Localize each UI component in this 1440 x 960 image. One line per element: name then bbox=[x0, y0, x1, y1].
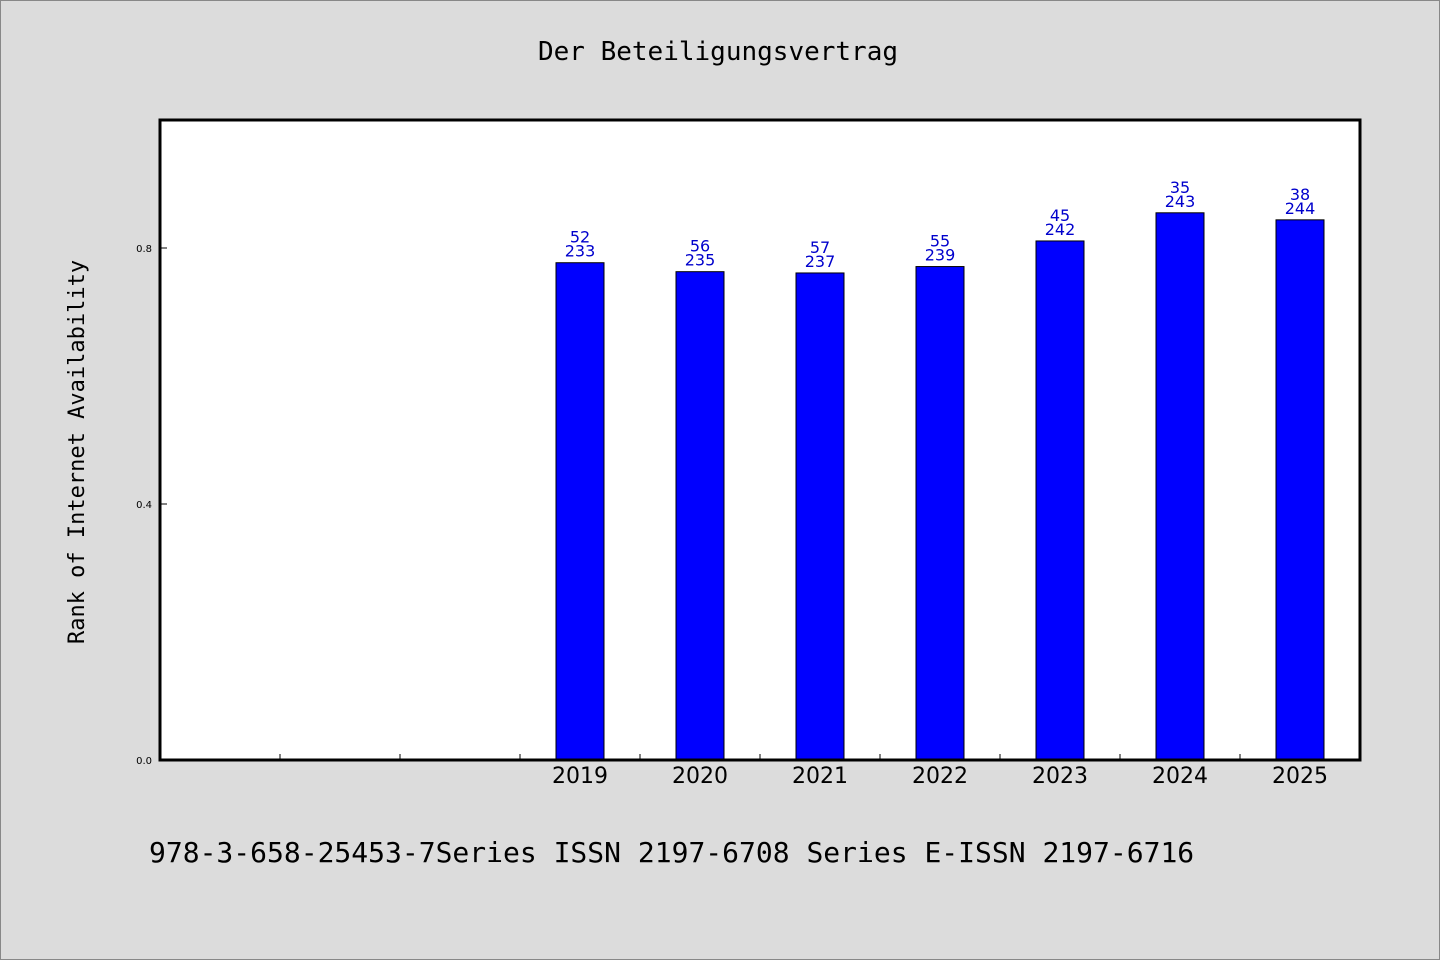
data-label-top: 55 bbox=[930, 232, 950, 251]
y-axis-label: Rank of Internet Availability bbox=[65, 260, 90, 644]
footer-text: 978-3-658-25453-7Series ISSN 2197-6708 S… bbox=[149, 836, 1194, 869]
bar bbox=[675, 271, 725, 761]
bar bbox=[555, 262, 605, 761]
data-label-top: 57 bbox=[810, 238, 830, 257]
y-tick-label: 0.0 bbox=[136, 756, 152, 767]
data-label-bottom: 243 bbox=[1165, 192, 1196, 211]
y-tick-label: 0.8 bbox=[136, 244, 152, 255]
chart-title: Der Beteiligungsvertrag bbox=[538, 37, 898, 67]
bar bbox=[1155, 212, 1205, 761]
x-tick-label: 2022 bbox=[912, 764, 968, 789]
data-label-bottom: 244 bbox=[1285, 199, 1316, 218]
plot-border bbox=[158, 118, 1362, 762]
data-label-top: 35 bbox=[1170, 178, 1190, 197]
x-tick-label: 2024 bbox=[1152, 764, 1208, 789]
x-tick-label: 2025 bbox=[1272, 764, 1328, 789]
data-label-bottom: 237 bbox=[805, 252, 836, 271]
y-tick-label: 0.4 bbox=[136, 500, 152, 511]
x-tick-label: 2019 bbox=[552, 764, 608, 789]
data-label-top: 38 bbox=[1290, 185, 1310, 204]
data-label-top: 45 bbox=[1050, 206, 1070, 225]
bar bbox=[1275, 219, 1325, 761]
data-label-bottom: 242 bbox=[1045, 220, 1076, 239]
bar bbox=[1035, 240, 1085, 761]
x-tick-label: 2023 bbox=[1032, 764, 1088, 789]
bar bbox=[795, 272, 845, 761]
data-label-top: 52 bbox=[570, 228, 590, 247]
data-label-bottom: 235 bbox=[685, 251, 716, 270]
x-tick-label: 2021 bbox=[792, 764, 848, 789]
data-label-bottom: 233 bbox=[565, 242, 596, 261]
bar bbox=[915, 266, 965, 761]
x-tick-label: 2020 bbox=[672, 764, 728, 789]
data-label-top: 56 bbox=[690, 237, 710, 256]
data-label-bottom: 239 bbox=[925, 246, 956, 265]
